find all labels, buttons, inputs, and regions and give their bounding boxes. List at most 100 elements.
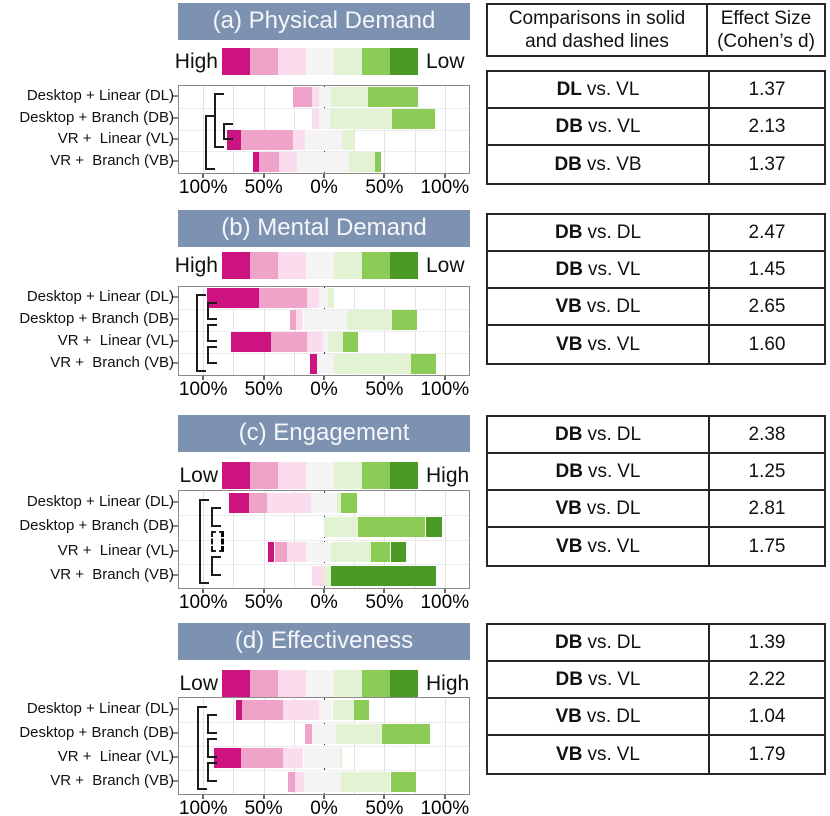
condition-code-bold: DB: [555, 115, 583, 137]
legend-swatches: [222, 48, 418, 75]
x-axis: 100% 50% 0% 50% 100%: [178, 589, 470, 613]
bar-segment-DB-s7: [425, 517, 443, 538]
vs-label: vs.: [587, 423, 612, 445]
condition-code: DL: [616, 497, 641, 519]
row-label-VL: VR + Linear (VL): [57, 332, 174, 349]
bar-segment-VB-s5: [333, 354, 411, 374]
legend-label-right: High: [426, 672, 470, 695]
axis-tick: [443, 795, 446, 799]
axis-tick-label: 100%: [178, 177, 228, 198]
legend-swatch-5: [334, 252, 362, 279]
condition-code: VL: [616, 535, 640, 557]
bar-segment-DB-s6: [391, 310, 418, 330]
axis-tick: [202, 174, 205, 178]
condition-code-bold: VB: [555, 705, 582, 727]
bar-segment-VL-s5: [331, 541, 372, 562]
comparison-cell: DB vs. VL: [488, 662, 710, 697]
bar-segment-VL-s5: [339, 748, 343, 768]
condition-code-bold: VB: [556, 743, 583, 765]
effect-table-group-a: DL vs. VL 1.37 DB vs. VL 2.13 DB vs. VB 1.37: [486, 70, 826, 185]
legend-swatch-2: [250, 252, 278, 279]
chart-section-effectiveness: (d) Effectiveness Low High Desktop + Lin…: [0, 623, 480, 816]
bar-segment-DL-s1: [206, 288, 259, 308]
bar-segment-DB-s2: [290, 310, 297, 330]
effect-size-cell: 2.65: [748, 295, 786, 317]
row-label-DL: Desktop + Linear (DL): [26, 700, 174, 717]
row-tick: [173, 573, 178, 576]
effect-table-row: VB vs. DL 1.04: [488, 699, 824, 736]
chart-section-mental-demand: (b) Mental Demand High Low Desktop + Lin…: [0, 210, 480, 410]
bar-segment-DB-s2: [304, 724, 312, 744]
axis-tick: [443, 174, 446, 178]
bar-segment-VB-s3: [311, 565, 324, 586]
vs-label: vs.: [587, 221, 612, 243]
condition-code-bold: DB: [554, 423, 583, 445]
condition-code: DL: [616, 423, 642, 445]
vs-label: vs.: [587, 115, 613, 137]
bar-segment-VB-s4: [303, 772, 341, 792]
header-line: and dashed lines: [525, 31, 669, 52]
legend-swatch-7: [390, 462, 418, 489]
bar-segment-DL-s2: [249, 493, 268, 514]
vs-label: vs.: [586, 705, 612, 727]
comparison-bracket-VL-VB: [207, 346, 217, 364]
row-tick: [173, 318, 178, 320]
zero-axis-line: [324, 491, 325, 588]
bar-segment-VB-s5: [324, 565, 332, 586]
effect-size-cell: 1.39: [748, 631, 786, 653]
axis-tick: [443, 376, 446, 380]
condition-code-bold: DB: [555, 668, 583, 690]
axis-tick-label: 100%: [178, 379, 228, 400]
row-tick: [173, 340, 178, 342]
axis-tick-label: 100%: [178, 592, 228, 613]
vs-label: vs.: [586, 153, 612, 175]
legend-swatches: [222, 670, 418, 697]
legend-swatch-2: [250, 462, 278, 489]
effect-size-cell: 2.13: [748, 115, 786, 137]
bar-segment-DL-s4: [310, 493, 338, 514]
effect-table-row: DB vs. VL 2.13: [488, 109, 824, 146]
comparison-bracket-DL-VB: [197, 706, 207, 790]
legend-swatch-2: [250, 48, 278, 75]
zero-axis-line: [324, 698, 325, 794]
legend-label-left: Low: [179, 464, 218, 487]
effect-table-row: DB vs. VL 2.22: [488, 662, 824, 699]
plot-panel: [178, 286, 470, 376]
axis-tick-label: 0%: [310, 798, 338, 816]
comparison-cell: VB vs. DL: [488, 491, 710, 526]
bar-segment-DB-s3: [311, 108, 320, 129]
bar-segment-VB-s4: [297, 152, 350, 173]
bar-segment-VB-s2: [258, 152, 280, 173]
axis-tick-label: 100%: [420, 379, 470, 400]
effect-table-group-b: DB vs. DL 2.47 DB vs. VL 1.45 VB vs. DL 2.65 VB vs. VL…: [486, 213, 826, 365]
legend-swatch-6: [362, 252, 390, 279]
legend-label-left: High: [174, 50, 218, 73]
bar-segment-DL-s6: [367, 86, 419, 107]
bar-segment-VL-s7: [390, 541, 407, 562]
axis-tick: [262, 795, 265, 799]
effect-table-row: DL vs. VL 1.37: [488, 72, 824, 109]
legend-swatch-5: [334, 48, 362, 75]
comparison-cell: VB vs. VL: [488, 736, 710, 773]
row-label-DB: Desktop + Branch (DB): [19, 108, 174, 126]
axis-tick: [262, 589, 265, 593]
comparison-cell: DB vs. DL: [488, 215, 710, 250]
bar-segment-DL-s1: [235, 700, 242, 720]
axis-tick-label: 0%: [310, 177, 338, 198]
axis-tick-label: 50%: [244, 177, 283, 198]
row-label-DB: Desktop + Branch (DB): [19, 517, 174, 535]
vs-label: vs.: [587, 743, 612, 765]
bar-segment-VL-s6: [371, 541, 391, 562]
row-label-DL: Desktop + Linear (DL): [26, 493, 174, 511]
legend-swatches: [222, 252, 418, 279]
condition-code-bold: DB: [555, 258, 583, 280]
bar-segment-DL-s3: [282, 700, 320, 720]
bar-segment-DL-s5: [337, 493, 341, 514]
x-axis: 100% 50% 0% 50% 100%: [178, 376, 470, 400]
row-tick: [173, 780, 178, 782]
legend-label-left: High: [174, 254, 218, 277]
condition-code: DL: [616, 631, 642, 653]
bar-segment-VL-s3: [286, 541, 306, 562]
effect-table-row: DB vs. VL 1.45: [488, 252, 824, 289]
